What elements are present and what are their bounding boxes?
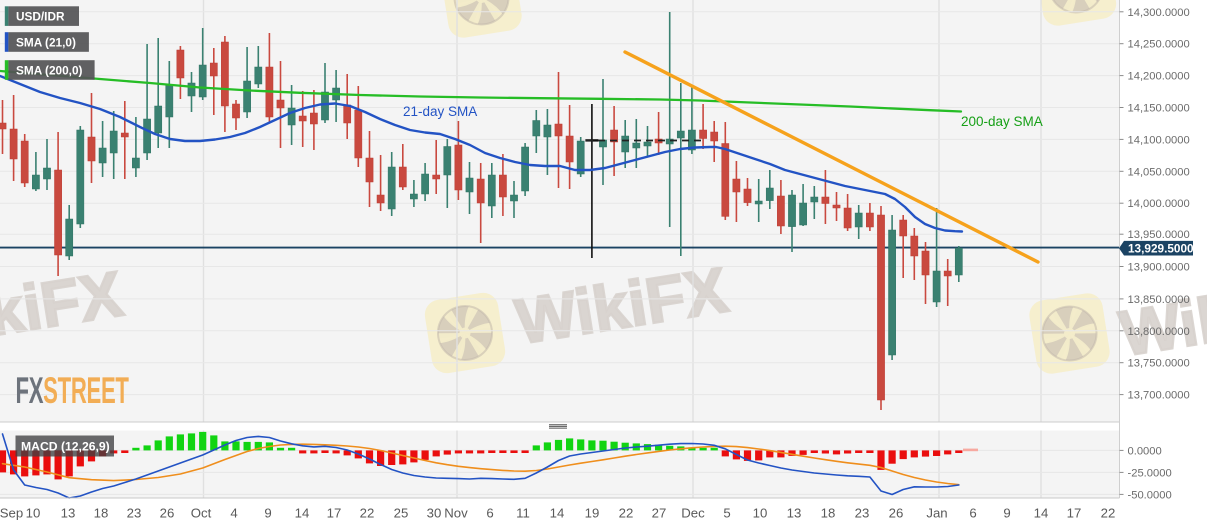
svg-text:23: 23	[855, 506, 870, 521]
svg-text:14: 14	[1034, 506, 1049, 521]
svg-text:14,050.0000: 14,050.0000	[1128, 166, 1190, 178]
svg-text:21-day SMA: 21-day SMA	[403, 104, 477, 119]
svg-text:14: 14	[295, 506, 310, 521]
svg-text:14,300.0000: 14,300.0000	[1128, 7, 1190, 19]
svg-text:Oct: Oct	[191, 506, 212, 521]
svg-text:13,929.5000: 13,929.5000	[1128, 242, 1194, 256]
svg-text:13,900.0000: 13,900.0000	[1128, 262, 1190, 274]
svg-text:USD/IDR: USD/IDR	[16, 10, 65, 24]
svg-text:13,850.0000: 13,850.0000	[1128, 294, 1190, 306]
svg-text:11: 11	[516, 506, 530, 521]
svg-text:17: 17	[327, 506, 342, 521]
svg-text:-50.0000: -50.0000	[1128, 489, 1172, 501]
svg-text:13,700.0000: 13,700.0000	[1128, 390, 1190, 402]
svg-text:13: 13	[61, 506, 76, 521]
svg-text:23: 23	[127, 506, 142, 521]
svg-text:0.0000: 0.0000	[1128, 445, 1162, 457]
svg-text:-25.0000: -25.0000	[1128, 467, 1172, 479]
svg-text:13: 13	[787, 506, 802, 521]
svg-text:14,100.0000: 14,100.0000	[1128, 134, 1190, 146]
svg-text:10: 10	[753, 506, 768, 521]
svg-text:5: 5	[723, 506, 730, 521]
svg-text:SMA (21,0): SMA (21,0)	[16, 36, 76, 50]
svg-text:4: 4	[230, 506, 237, 521]
svg-text:19: 19	[585, 506, 600, 521]
svg-text:MACD (12,26,9): MACD (12,26,9)	[21, 440, 110, 454]
svg-text:14,250.0000: 14,250.0000	[1128, 39, 1190, 51]
svg-text:17: 17	[1067, 506, 1082, 521]
svg-text:30: 30	[427, 506, 442, 521]
svg-text:9: 9	[264, 506, 271, 521]
svg-text:26: 26	[160, 506, 175, 521]
svg-text:Nov: Nov	[444, 506, 468, 521]
svg-text:Jan: Jan	[926, 506, 947, 521]
svg-text:14,200.0000: 14,200.0000	[1128, 71, 1190, 83]
svg-text:22: 22	[1101, 506, 1116, 521]
svg-text:6: 6	[969, 506, 976, 521]
svg-text:18: 18	[821, 506, 836, 521]
svg-text:26: 26	[889, 506, 904, 521]
svg-text:Dec: Dec	[681, 506, 705, 521]
svg-text:14,000.0000: 14,000.0000	[1128, 198, 1190, 210]
svg-text:200-day SMA: 200-day SMA	[961, 114, 1043, 129]
svg-text:13,950.0000: 13,950.0000	[1128, 229, 1190, 241]
svg-text:SMA (200,0): SMA (200,0)	[16, 64, 83, 78]
svg-text:9: 9	[1003, 506, 1010, 521]
svg-text:10: 10	[26, 506, 41, 521]
svg-text:6: 6	[486, 506, 493, 521]
svg-text:25: 25	[394, 506, 409, 521]
svg-text:Sep: Sep	[0, 506, 23, 521]
svg-text:22: 22	[619, 506, 634, 521]
svg-text:13,750.0000: 13,750.0000	[1128, 358, 1190, 370]
svg-text:14,150.0000: 14,150.0000	[1128, 103, 1190, 115]
svg-text:18: 18	[94, 506, 109, 521]
svg-text:FXSTREET: FXSTREET	[16, 369, 130, 412]
svg-text:22: 22	[360, 506, 375, 521]
svg-text:14: 14	[550, 506, 565, 521]
svg-text:27: 27	[652, 506, 667, 521]
svg-text:13,800.0000: 13,800.0000	[1128, 326, 1190, 338]
